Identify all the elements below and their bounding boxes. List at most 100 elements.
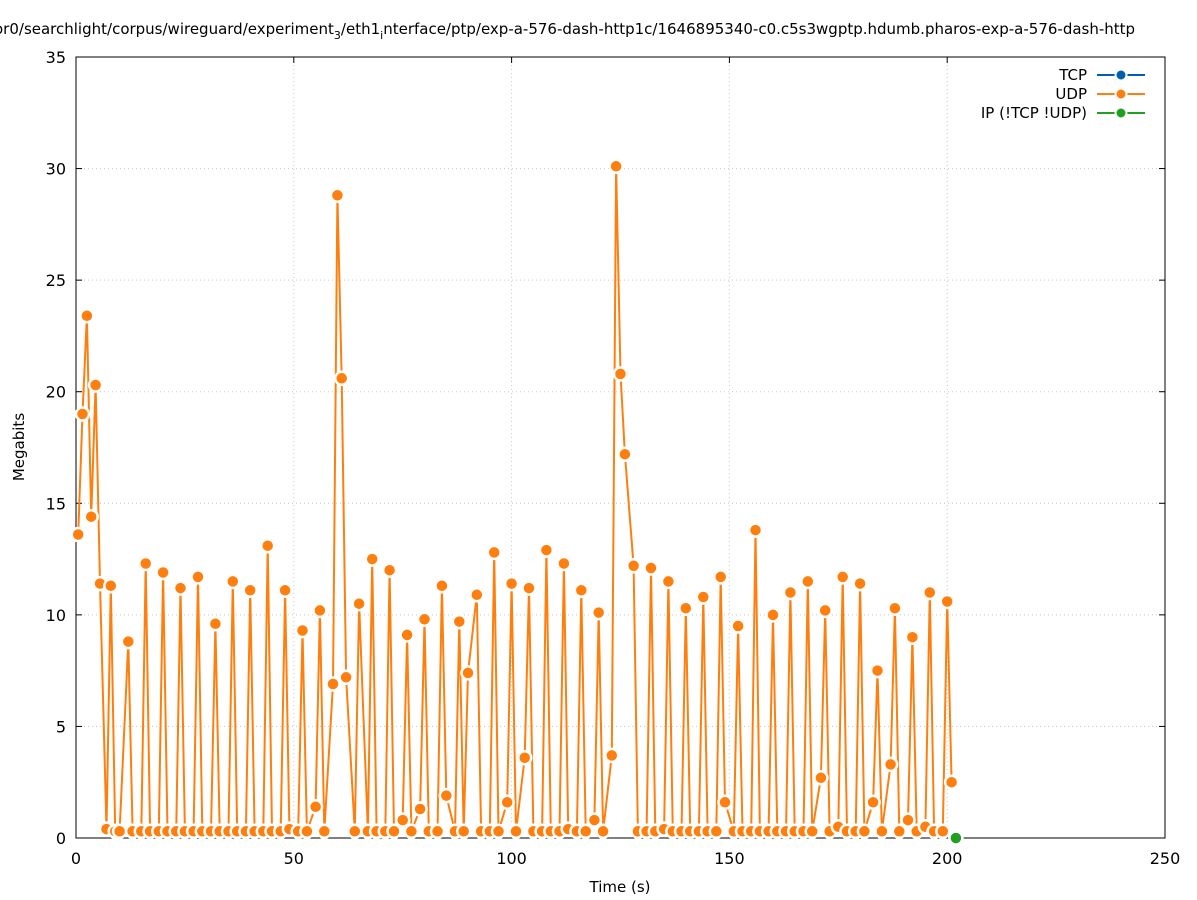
legend-marker [1114, 106, 1128, 120]
title-part-3: nterface/ptp/exp-a-576-dash-http1c/16468… [383, 20, 1135, 38]
data-point-udp [225, 573, 241, 590]
title-subscript-i: i [380, 29, 383, 42]
legend-item-ip-tcp-udp: IP (!TCP !UDP) [981, 104, 1145, 122]
data-point-udp [190, 569, 206, 585]
x-tick-label: 100 [496, 849, 527, 868]
data-point-udp [939, 593, 955, 610]
data-point-udp [79, 308, 95, 324]
data-point-udp [155, 564, 171, 581]
data-point-udp [865, 794, 881, 811]
data-point-udp [887, 600, 903, 616]
plot-series [70, 158, 964, 846]
data-point-udp [364, 551, 380, 567]
title-part-2: /eth1 [341, 20, 380, 38]
data-point-udp [207, 616, 224, 632]
data-point-udp [730, 618, 746, 634]
data-point-udp [538, 542, 555, 558]
data-point-udp [469, 587, 485, 603]
data-point-udp [935, 823, 951, 840]
title-subscript-3: 3 [334, 29, 341, 42]
y-axis-label: Megabits [10, 413, 28, 481]
data-point-udp [800, 573, 816, 590]
data-point-udp [604, 747, 620, 764]
data-point-udp [486, 544, 502, 561]
data-point-udp [747, 522, 764, 538]
x-tick-label: 150 [714, 849, 745, 868]
data-point-udp [386, 823, 402, 840]
data-point-udp [451, 613, 468, 630]
series-line-udp [77, 165, 953, 833]
data-point-udp [120, 633, 137, 650]
data-point-udp [900, 812, 916, 828]
data-point-udp [508, 823, 524, 840]
data-point-udp [516, 749, 533, 766]
data-point-udp [678, 600, 694, 616]
data-point-ip-tcp-udp [948, 830, 964, 846]
data-point-udp [882, 756, 899, 773]
data-point-udp [782, 584, 799, 601]
legend-item-tcp: TCP [1058, 66, 1145, 84]
data-point-udp [312, 602, 328, 619]
chart-title: or0/searchlight/corpus/wireguard/experim… [0, 20, 1135, 42]
data-point-udp [242, 582, 258, 599]
data-point-udp [804, 823, 820, 840]
data-point-udp [460, 665, 476, 681]
data-point-udp [347, 823, 363, 840]
data-point-udp [172, 580, 189, 596]
y-tick-label: 30 [46, 160, 66, 179]
data-point-udp [717, 794, 733, 811]
data-point-udp [869, 662, 886, 679]
data-point-udp [712, 569, 729, 585]
data-point-udp [617, 446, 633, 462]
data-point-udp [852, 575, 868, 592]
data-point-udp [333, 370, 350, 387]
data-point-udp [874, 823, 890, 840]
legend-label: IP (!TCP !UDP) [981, 104, 1087, 122]
data-point-udp [856, 823, 873, 840]
data-point-udp [394, 812, 411, 828]
data-point-udp [338, 669, 354, 686]
y-tick-label: 25 [46, 271, 66, 290]
data-point-udp [455, 823, 472, 840]
data-point-udp [316, 823, 333, 840]
data-point-udp [70, 526, 86, 543]
data-point-udp [74, 406, 91, 422]
data-point-udp [111, 823, 128, 840]
data-point-udp [299, 823, 315, 840]
data-point-udp [351, 595, 367, 612]
data-point-udp [490, 823, 507, 840]
x-axis-label: Time (s) [589, 878, 651, 896]
title-part-1: or0/searchlight/corpus/wireguard/experim… [0, 20, 334, 38]
data-point-udp [891, 823, 908, 840]
legend-marker [1114, 87, 1128, 101]
data-point-udp [625, 558, 642, 574]
y-tick-label: 0 [56, 829, 66, 848]
data-point-udp [412, 801, 428, 817]
legend-item-udp: UDP [1055, 85, 1145, 103]
legend-marker [1114, 68, 1128, 82]
data-point-udp [586, 812, 603, 828]
data-point-udp [577, 823, 594, 840]
data-point-udp [416, 611, 433, 628]
data-point-udp [590, 604, 607, 621]
data-point-udp [329, 187, 346, 204]
data-point-udp [813, 770, 829, 786]
data-point-udp [403, 823, 420, 840]
data-point-udp [612, 366, 629, 382]
axis-ticks: 0 50 100 150 200 250 0 5 10 15 20 25 30 35 [46, 48, 1181, 868]
data-point-udp [307, 799, 324, 815]
data-point-udp [438, 787, 455, 804]
series-udp [70, 158, 960, 840]
y-tick-label: 10 [46, 606, 66, 625]
data-point-udp [643, 560, 659, 576]
grid-lines [76, 57, 1165, 838]
data-point-udp [259, 537, 276, 554]
data-point-udp [381, 562, 398, 578]
data-point-udp [817, 602, 833, 619]
data-point-udp [503, 575, 520, 592]
legend-label: TCP [1058, 66, 1087, 84]
data-point-udp [922, 584, 938, 601]
x-tick-label: 250 [1150, 849, 1181, 868]
